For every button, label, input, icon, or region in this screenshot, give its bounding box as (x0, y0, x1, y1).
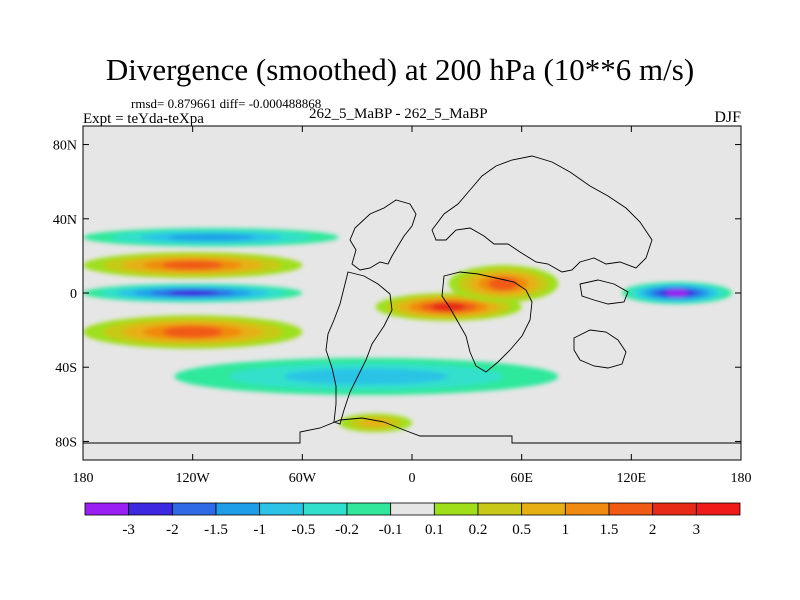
colorbar-label-4: -0.5 (291, 522, 315, 538)
colorbar-swatch-5 (302, 502, 348, 516)
field-contour-0-5 (167, 289, 218, 297)
colorbar-label-12: 2 (649, 522, 657, 538)
field-contour-7-2 (284, 368, 449, 385)
colorbar-swatch-0 (84, 502, 130, 516)
y-tick-label-4: 80S (55, 435, 77, 450)
colorbar-swatch-12 (608, 502, 654, 516)
colorbar: -3 -2 -1.5 -1 -0.5 -0.2 -0.1 0.1 0.2 0.5 1 1.5 2 3 (84, 502, 741, 538)
colorbar-label-13: 3 (693, 522, 701, 538)
x-tick-label-2: 60W (289, 471, 317, 486)
field-contour-4-5 (431, 302, 466, 312)
colorbar-swatch-8 (433, 502, 479, 516)
colorbar-swatch-11 (564, 502, 610, 516)
colorbar-swatch-13 (652, 502, 697, 516)
field-contour-3-4 (162, 326, 223, 338)
colorbar-label-0: -3 (122, 522, 135, 538)
coastline-eurasia (431, 155, 653, 273)
season-label: DJF (714, 109, 741, 126)
x-tick-label-4: 60E (510, 471, 533, 486)
field-contour-6-3 (168, 234, 254, 241)
coastline-antarctica (83, 417, 741, 444)
field-contour-5-4 (488, 277, 519, 291)
colorbar-swatch-3 (215, 502, 261, 516)
experiment-label: Expt = teYda-teXpa (83, 111, 204, 127)
colorbar-label-1: -2 (166, 522, 179, 538)
subtitle-label: 262_5_MaBP - 262_5_MaBP (309, 106, 488, 122)
y-tick-label-1: 40N (53, 213, 77, 228)
y-tick-label-0: 80N (53, 139, 77, 154)
coastline-south-america (325, 271, 393, 425)
field-contour-8-2 (359, 418, 392, 427)
x-tick-label-1: 120W (176, 471, 211, 486)
colorbar-swatch-9 (477, 502, 523, 516)
colorbar-label-7: 0.1 (425, 522, 444, 538)
chart-title: Divergence (smoothed) at 200 hPa (10**6 … (105, 52, 695, 87)
colorbar-swatch-14 (695, 502, 741, 516)
coastline-north-america (349, 199, 417, 271)
colorbar-label-9: 0.5 (512, 522, 531, 538)
colorbar-swatch-6 (346, 502, 392, 516)
y-tick-label-3: 40S (55, 361, 77, 376)
colorbar-label-2: -1.5 (204, 522, 228, 538)
x-tick-label-3: 0 (409, 471, 416, 486)
x-tick-label-5: 120E (617, 471, 647, 486)
axes: 180 120W 60W 0 60E 120E 180 80N 40N 0 40S 80S (53, 126, 752, 486)
y-tick-label-2: 0 (70, 287, 77, 302)
colorbar-swatch-7 (390, 502, 435, 516)
field-contour-1-6 (666, 289, 688, 297)
colorbar-label-3: -1 (253, 522, 266, 538)
coastline-indonesia (579, 279, 629, 305)
colorbar-swatch-1 (128, 502, 173, 516)
field-contour-2-4 (162, 260, 223, 270)
colorbar-label-11: 1.5 (600, 522, 619, 538)
x-tick-label-6: 180 (731, 471, 752, 486)
colorbar-label-10: 1 (562, 522, 570, 538)
coastlines (83, 155, 741, 444)
colorbar-swatch-10 (521, 502, 566, 516)
coastline-africa (441, 271, 533, 373)
colorbar-label-6: -0.1 (379, 522, 403, 538)
colorbar-label-8: 0.2 (469, 522, 488, 538)
colorbar-swatch-4 (259, 502, 304, 516)
colorbar-label-5: -0.2 (335, 522, 359, 538)
x-tick-label-0: 180 (73, 471, 94, 486)
stats-label: rmsd= 0.879661 diff= -0.000488868 (131, 96, 322, 111)
divergence-field (83, 228, 732, 433)
coastline-australia (573, 329, 627, 369)
colorbar-swatch-2 (171, 502, 217, 516)
